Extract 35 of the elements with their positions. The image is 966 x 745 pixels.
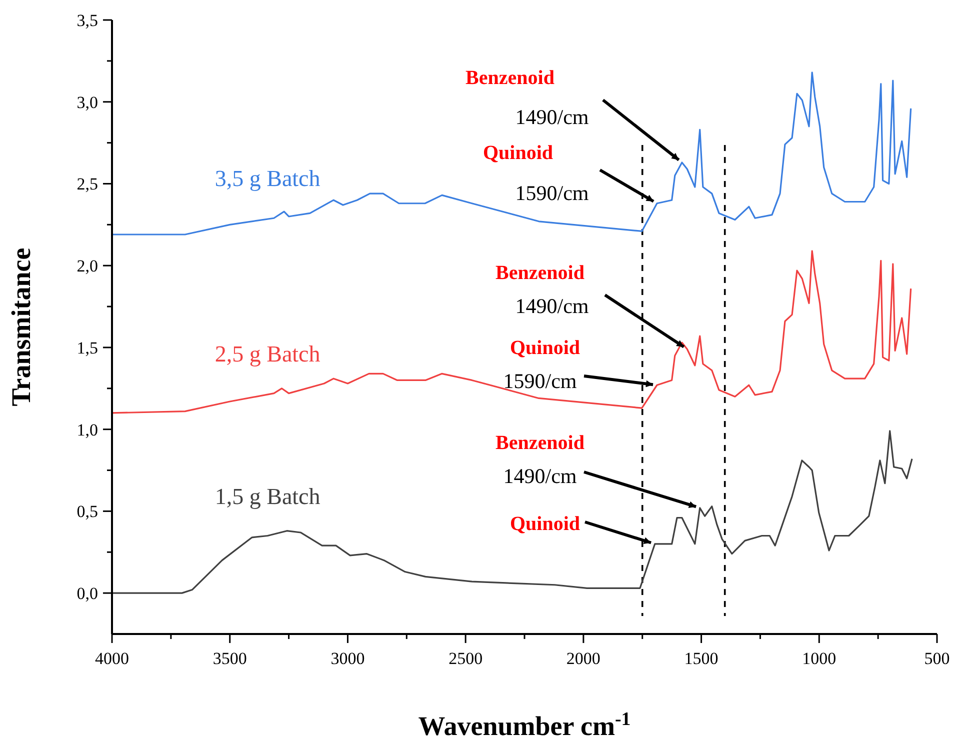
- line-series: [111, 72, 912, 236]
- annotation: 1490/cm: [503, 464, 577, 488]
- line-series: [111, 430, 913, 594]
- y-tick-label: 3,0: [76, 92, 98, 112]
- x-tick-label: 3000: [330, 649, 365, 668]
- y-tick-label: 1,0: [76, 420, 98, 440]
- annotation: 1590/cm: [515, 181, 589, 205]
- x-tick-label: 2000: [566, 649, 600, 668]
- annotation: Benzenoid: [496, 262, 584, 284]
- annotation: Benzenoid: [496, 432, 584, 454]
- y-tick-label: 2,5: [76, 174, 98, 194]
- annotation: 1490/cm: [515, 294, 589, 318]
- series-label: 2,5 g Batch: [214, 341, 321, 366]
- annotation: 1490/cm: [515, 105, 589, 129]
- y-tick-label: 3,5: [76, 11, 98, 30]
- y-axis-title: Transmitance: [6, 248, 36, 406]
- x-tick-label: 1500: [684, 649, 718, 668]
- annotation: Quinoid: [510, 513, 580, 535]
- series-label: 1,5 g Batch: [214, 484, 321, 509]
- x-axis-title: Wavenumber cm$^{-1}$: [418, 708, 631, 741]
- annotation: 1590/cm: [503, 369, 577, 393]
- annotation: Quinoid: [482, 142, 554, 164]
- annotation: Quinoid: [510, 337, 580, 359]
- y-tick-label: 1,5: [76, 338, 98, 358]
- annotation: Benzenoid: [466, 67, 554, 89]
- x-tick-label: 4000: [95, 649, 129, 668]
- line-series: [111, 250, 912, 414]
- x-tick-label: 500: [924, 649, 950, 668]
- y-tick-label: 0,0: [76, 584, 98, 604]
- x-tick-label: 1000: [802, 649, 836, 668]
- y-tick-label: 0,5: [76, 502, 98, 522]
- y-tick-label: 2,0: [76, 256, 98, 276]
- x-tick-label: 2500: [448, 649, 483, 668]
- x-tick-label: 3500: [212, 649, 247, 668]
- series-label: 3,5 g Batch: [214, 166, 321, 192]
